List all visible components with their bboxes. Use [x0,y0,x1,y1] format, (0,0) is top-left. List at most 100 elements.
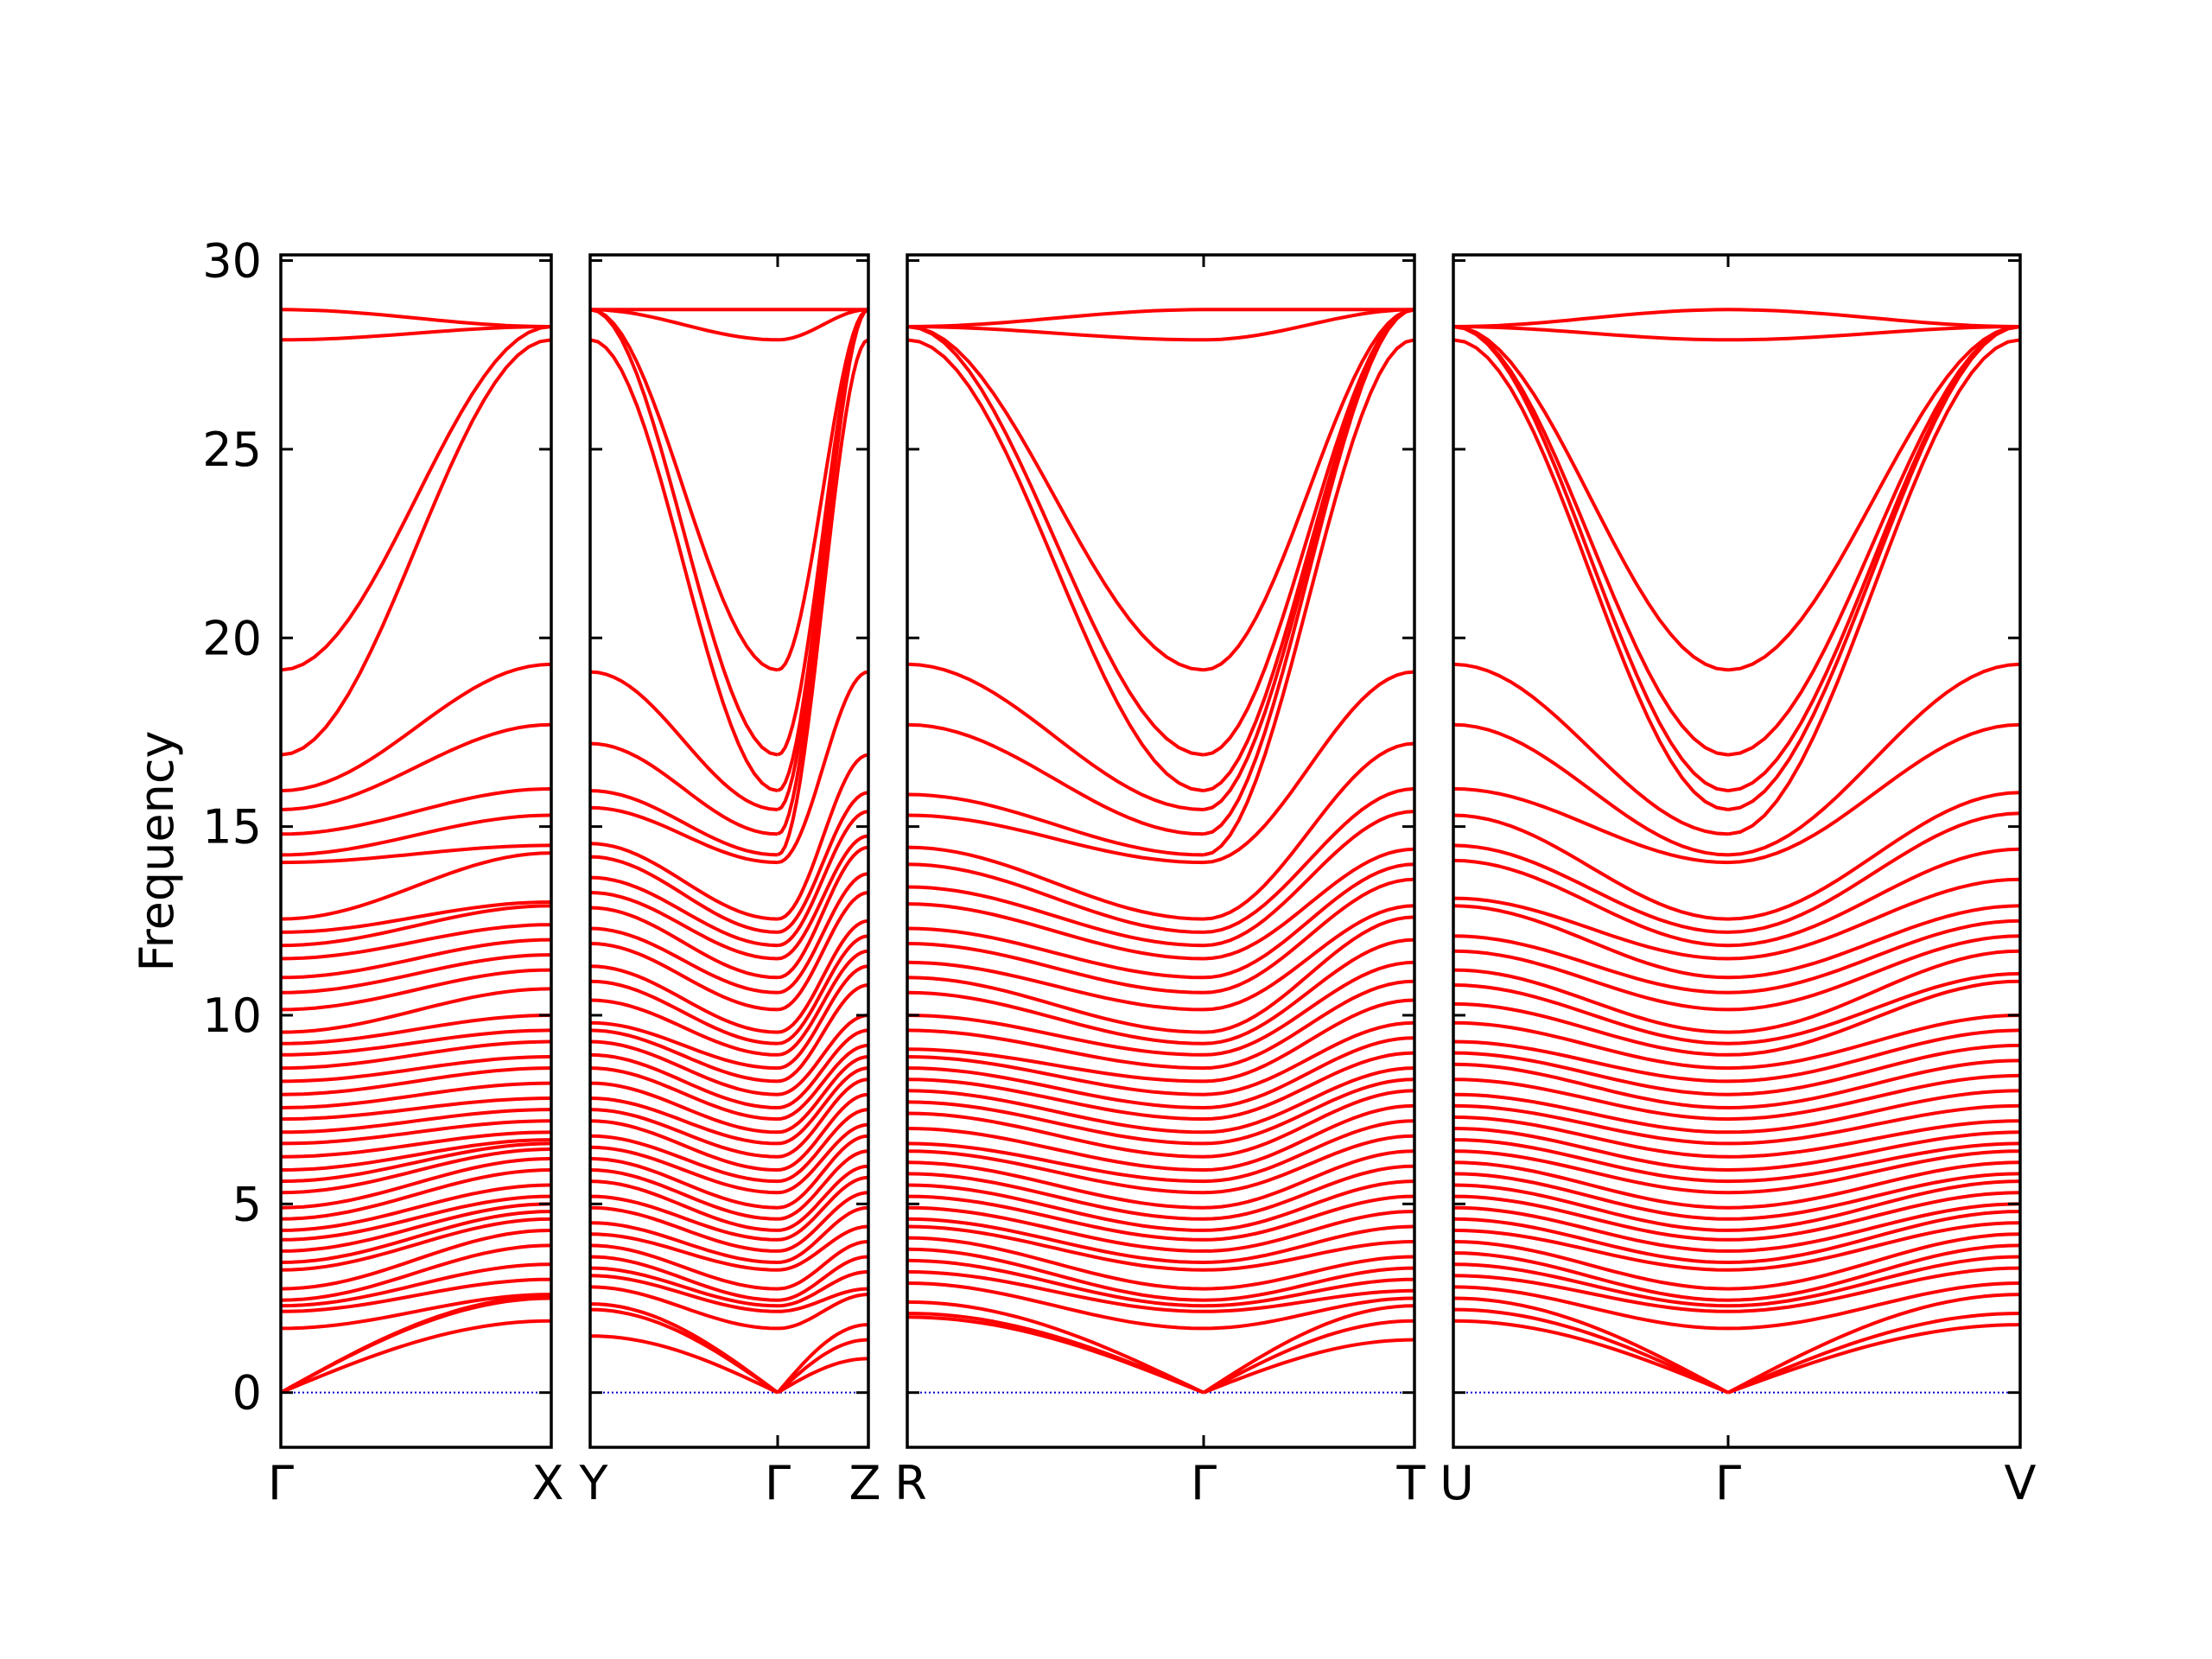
panel-bands [281,308,551,1395]
band-line [590,1221,779,1264]
band-line [1453,949,1729,1012]
band-line [281,1138,551,1172]
band-line [907,325,1205,672]
panel-bands [1453,308,2020,1395]
band-line [1203,998,1414,1084]
x-tick-label: R [894,1456,927,1510]
band-line [281,325,551,342]
y-tick-label: 25 [202,423,262,477]
band-line [907,1172,1205,1221]
band-line [907,1055,1205,1096]
band-line [1727,1058,2020,1109]
band-line [1453,1217,1729,1264]
band-line [1453,1001,1729,1057]
band-line [907,1258,1205,1308]
band-line [1727,1073,2020,1122]
band-line [1727,1312,2020,1395]
band-line [1202,1304,1414,1395]
band-line [1727,1130,2020,1172]
band-line [590,1039,779,1096]
band-line [1453,1240,1729,1291]
band-line [907,1194,1205,1242]
band-line [1727,1028,2020,1084]
band-line [1203,979,1414,1071]
band-line [281,1293,551,1331]
band-line [1727,1119,2020,1159]
band-line [281,338,551,757]
band-line [1727,1293,2020,1395]
band-line [777,308,868,342]
band-line [907,792,1205,857]
band-line [590,979,779,1046]
band-line [777,1287,868,1313]
band-line [281,987,551,1034]
band-line [590,1285,779,1331]
band-line [1727,662,2020,857]
band-line [1203,904,1414,1012]
band-line [281,953,551,995]
band-line [1203,1288,1414,1313]
band-line [1453,968,1729,1034]
band-line [777,308,868,672]
band-line [590,1205,779,1253]
band-line [907,1014,1205,1057]
band-line [1453,843,1729,934]
band-line [1453,722,1729,857]
band-line [1453,1307,1729,1395]
band-line [1727,877,2020,961]
band-line [777,1055,868,1135]
band-line [590,1168,779,1221]
band-line [1727,338,2020,836]
band-line [1203,308,1414,811]
band-line [777,1066,868,1146]
band-line [281,1108,551,1135]
band-line [1203,1338,1414,1395]
band-line [1727,1103,2020,1146]
band-line [590,964,779,1034]
band-line [1203,810,1414,948]
band-line [281,1156,551,1210]
band-line [1453,325,1729,342]
band-line [590,1119,779,1172]
band-line [777,1122,868,1195]
band-line [1203,915,1414,1034]
band-line [1203,1194,1414,1242]
band-line [590,1232,779,1272]
y-tick-label: 10 [202,988,262,1043]
x-tick-label: Γ [1191,1456,1217,1510]
band-line [1203,308,1414,836]
band-line [1203,1149,1414,1210]
band-line [777,670,868,865]
band-line [1727,1221,2020,1272]
band-line [590,1066,779,1122]
band-line [1203,308,1414,793]
band-line [1453,1285,1729,1331]
panel-bands [907,308,1414,1395]
band-line [1203,847,1414,961]
band-line [1203,1277,1414,1308]
band-line [1203,308,1414,672]
band-line [1203,1319,1414,1395]
band-line [281,1262,551,1308]
band-line [1203,1119,1414,1184]
band-line [281,923,551,961]
panel-frame [588,253,870,1449]
band-line [907,1312,1205,1395]
band-line [1203,862,1414,980]
band-line [907,845,1205,921]
band-line [1203,1179,1414,1232]
band-line [907,1066,1205,1109]
band-line [1727,1232,2020,1291]
band-line [281,1217,551,1272]
band-line [281,1096,551,1122]
band-line [1727,979,2020,1057]
band-line [590,942,779,1012]
band-line [777,1014,868,1096]
band-line [590,1243,779,1291]
band-line [777,1077,868,1159]
band-line [590,1052,779,1109]
band-line [777,1164,868,1232]
band-line [281,1014,551,1046]
